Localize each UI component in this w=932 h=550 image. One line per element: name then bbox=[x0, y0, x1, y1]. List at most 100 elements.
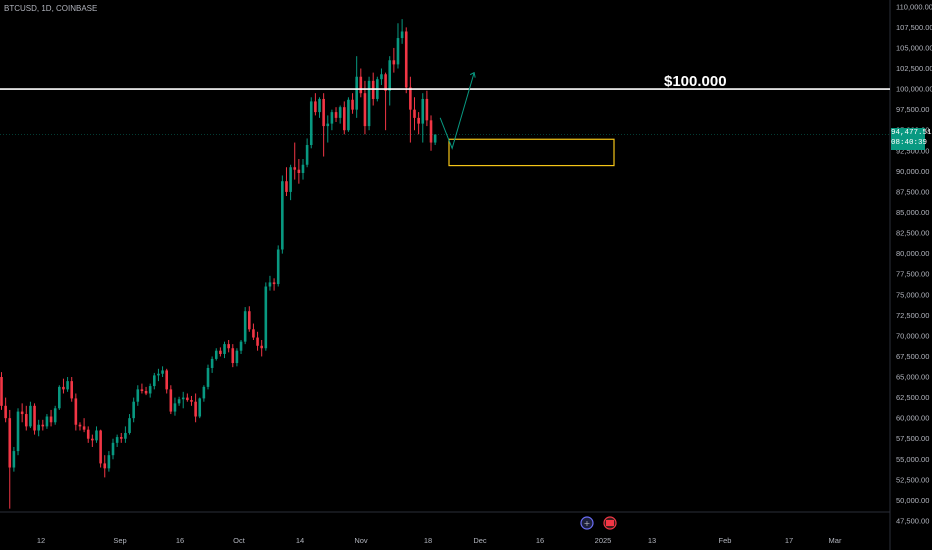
price-tick-label: 65,000.00 bbox=[896, 373, 929, 382]
candle-body bbox=[29, 405, 32, 427]
candle-body bbox=[318, 98, 321, 113]
candle-body bbox=[144, 391, 148, 394]
candle-body bbox=[78, 424, 82, 427]
candle-body bbox=[367, 80, 371, 127]
candle-body bbox=[433, 134, 437, 143]
price-tick-label: 87,500.00 bbox=[896, 187, 929, 196]
drawings[interactable] bbox=[0, 71, 890, 167]
candle-body bbox=[338, 107, 342, 118]
time-axis: 12 Sep 16 Oct 14 Nov 18 Dec 16 2025 13 Feb 17 Mar bbox=[37, 536, 842, 545]
price-tick-label: 80,000.00 bbox=[896, 249, 929, 258]
last-price-label: 94,477.51 08:40:39 bbox=[891, 128, 932, 150]
price-tick-label: 107,500.00 bbox=[896, 23, 932, 32]
price-tick-label: 60,000.00 bbox=[896, 414, 929, 423]
event-icon-2[interactable] bbox=[603, 516, 617, 530]
candle-body bbox=[231, 348, 235, 364]
candle-body bbox=[194, 401, 197, 417]
candle-body bbox=[309, 101, 313, 146]
candle-body bbox=[396, 38, 400, 65]
candle-body bbox=[347, 99, 350, 131]
candle-body bbox=[111, 442, 115, 456]
time-tick-label: Dec bbox=[473, 536, 487, 545]
candle-body bbox=[425, 98, 429, 121]
candle-body bbox=[363, 93, 367, 127]
candle-body bbox=[214, 350, 218, 359]
price-tick-label: 75,000.00 bbox=[896, 290, 929, 299]
candle-body bbox=[223, 344, 226, 354]
candle-body bbox=[210, 358, 214, 368]
candle-body bbox=[404, 31, 408, 88]
candle-body bbox=[124, 432, 127, 439]
candle-body bbox=[219, 350, 222, 354]
price-tick-label: 85,000.00 bbox=[896, 208, 929, 217]
candle-body bbox=[392, 60, 396, 65]
candle-body bbox=[186, 397, 189, 401]
candle-body bbox=[198, 398, 202, 417]
candle-body bbox=[148, 386, 152, 394]
symbol-label: BTCUSD, 1D, COINBASE bbox=[4, 4, 98, 13]
candle-body bbox=[297, 169, 301, 173]
price-tick-label: 52,500.00 bbox=[896, 475, 929, 484]
event-icon-1[interactable]: + bbox=[580, 516, 594, 530]
candle-body bbox=[177, 399, 181, 404]
candle-body bbox=[281, 181, 284, 250]
candle-body bbox=[330, 112, 334, 124]
price-tick-label: 57,500.00 bbox=[896, 434, 929, 443]
candle-body bbox=[165, 370, 168, 390]
candle-body bbox=[429, 120, 433, 143]
price-tick-label: 97,500.00 bbox=[896, 105, 929, 114]
candle-body bbox=[115, 437, 119, 443]
time-tick-label: 18 bbox=[424, 536, 432, 545]
candle-body bbox=[153, 375, 156, 387]
price-tick-label: 105,000.00 bbox=[896, 43, 932, 52]
candle-body bbox=[400, 31, 404, 39]
candle-body bbox=[252, 329, 255, 338]
candle-body bbox=[136, 389, 140, 402]
price-tick-label: 72,500.00 bbox=[896, 311, 929, 320]
candle-body bbox=[326, 123, 330, 127]
time-tick-label: 14 bbox=[296, 536, 304, 545]
candle-body bbox=[243, 311, 247, 342]
time-tick-label: 13 bbox=[648, 536, 656, 545]
candle-body bbox=[380, 74, 383, 80]
projection-path bbox=[439, 72, 475, 150]
candle-body bbox=[248, 311, 251, 330]
candle-body bbox=[157, 373, 160, 376]
candle-body bbox=[409, 87, 412, 110]
candle-body bbox=[169, 389, 173, 412]
candle-body bbox=[119, 437, 123, 439]
candle-body bbox=[334, 112, 338, 118]
candle-body bbox=[74, 398, 78, 425]
candle-body bbox=[66, 381, 69, 390]
candle-body bbox=[413, 109, 416, 118]
candle-body bbox=[161, 370, 164, 374]
candle-body bbox=[99, 430, 102, 464]
candle-body bbox=[53, 408, 57, 423]
time-tick-label: Oct bbox=[233, 536, 246, 545]
candle-body bbox=[314, 101, 317, 113]
candle-body bbox=[388, 60, 392, 91]
candle-body bbox=[140, 389, 144, 392]
candle-body bbox=[239, 341, 243, 351]
time-tick-label: Mar bbox=[829, 536, 842, 545]
candle-body bbox=[417, 117, 420, 124]
price-axis: 47,500.00 50,000.00 52,500.00 55,000.00 57,5… bbox=[896, 2, 932, 525]
price-tick-label: 90,000.00 bbox=[896, 167, 929, 176]
last-price-value: 94,477.51 bbox=[891, 129, 932, 137]
candle-body bbox=[8, 418, 12, 468]
candle-body bbox=[260, 345, 263, 349]
candle-body bbox=[4, 405, 7, 419]
candle-body bbox=[24, 414, 28, 427]
price-tick-label: 92,500.00 bbox=[896, 146, 929, 155]
candle-body bbox=[12, 451, 16, 468]
candle-body bbox=[95, 430, 98, 441]
candle-body bbox=[264, 286, 268, 349]
time-tick-label: 12 bbox=[37, 536, 45, 545]
candle-body bbox=[37, 424, 40, 431]
candle-body bbox=[371, 80, 375, 99]
time-tick-label: Nov bbox=[354, 536, 368, 545]
candle-body bbox=[206, 367, 210, 387]
time-tick-label: Sep bbox=[113, 536, 126, 545]
price-tick-label: 82,500.00 bbox=[896, 229, 929, 238]
